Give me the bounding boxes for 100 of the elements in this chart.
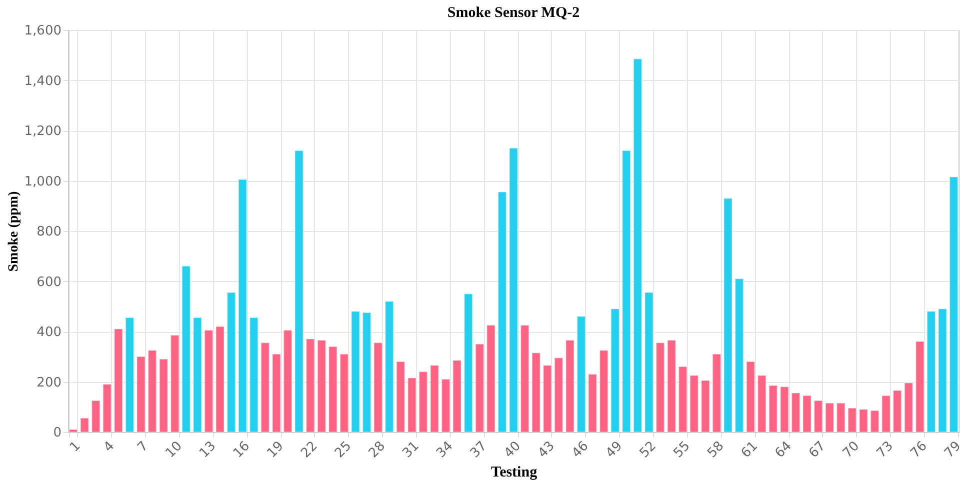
x-tick-label: 25 — [332, 438, 355, 462]
bar — [182, 266, 191, 432]
bar — [746, 361, 756, 432]
x-tick-label: 46 — [569, 438, 592, 462]
bar — [475, 344, 484, 432]
bar — [340, 354, 349, 432]
bar — [904, 382, 914, 432]
bar — [102, 384, 112, 432]
bar — [91, 400, 100, 432]
x-tick-label: 10 — [162, 438, 186, 462]
bar — [204, 330, 214, 432]
x-tick-label: 31 — [400, 438, 422, 462]
y-tick-label: 600 — [36, 274, 62, 290]
bar — [68, 428, 78, 432]
bar — [858, 408, 868, 432]
bar — [272, 354, 281, 432]
x-tick-label: 1 — [67, 438, 84, 456]
x-tick-label: 52 — [637, 438, 660, 462]
bar — [80, 418, 90, 432]
bar — [125, 317, 134, 432]
bar — [192, 317, 202, 432]
x-tick-label: 64 — [772, 438, 795, 462]
bar — [350, 310, 360, 432]
bar — [249, 317, 258, 432]
bar — [882, 395, 891, 432]
bar — [170, 334, 180, 432]
chart-title: Smoke Sensor MQ-2 — [447, 5, 580, 21]
bar — [565, 340, 574, 432]
bar — [678, 366, 688, 432]
y-tick-label: 1,000 — [24, 174, 62, 190]
bar — [441, 378, 450, 432]
bar — [306, 338, 315, 432]
bar — [407, 377, 416, 432]
bar — [520, 324, 530, 432]
bar — [532, 352, 541, 432]
x-tick-label: 70 — [840, 438, 863, 462]
bar — [588, 374, 598, 432]
x-tick-label: 67 — [806, 438, 829, 462]
x-tick-label: 49 — [603, 438, 626, 462]
bar — [452, 360, 462, 432]
bar — [148, 350, 157, 432]
bar — [374, 342, 383, 432]
bar — [622, 150, 631, 432]
bar — [328, 346, 338, 432]
bar — [576, 316, 586, 432]
x-tick-label: 55 — [670, 438, 694, 462]
x-tick-label: 7 — [134, 438, 152, 456]
x-tick-label: 13 — [196, 438, 220, 462]
bar — [260, 342, 270, 432]
bar — [396, 361, 406, 432]
y-tick-label: 1,400 — [24, 74, 62, 89]
x-tick-label: 43 — [535, 438, 558, 462]
bar — [938, 308, 947, 432]
bar — [644, 292, 654, 432]
x-tick-label: 73 — [874, 438, 896, 462]
x-tick-label: 40 — [502, 438, 524, 462]
bar — [814, 400, 823, 432]
bar — [610, 308, 620, 432]
bar — [509, 148, 518, 432]
bar — [542, 364, 552, 432]
x-tick-label: 16 — [230, 438, 253, 462]
x-tick-label: 4 — [101, 438, 118, 456]
y-tick-label: 800 — [36, 224, 62, 240]
y-tick-label: 0 — [53, 426, 62, 440]
bar — [723, 198, 732, 432]
bar — [690, 374, 699, 432]
bar — [915, 341, 924, 432]
x-tick-label: 22 — [298, 438, 321, 462]
bar — [317, 340, 326, 432]
bar — [802, 395, 812, 432]
bar — [700, 380, 710, 432]
bar — [464, 293, 473, 432]
bar — [283, 330, 292, 432]
y-tick-label: 200 — [36, 375, 62, 390]
y-tick-label: 1,600 — [24, 24, 62, 38]
bar — [836, 402, 846, 432]
bar — [734, 278, 744, 432]
bar — [712, 354, 722, 432]
x-tick-label: 19 — [264, 438, 287, 462]
bar — [498, 192, 507, 432]
bar — [757, 374, 766, 432]
bar — [294, 150, 304, 432]
bar — [667, 340, 676, 432]
bar — [949, 176, 958, 432]
x-tick-label: 37 — [468, 438, 490, 462]
bar — [599, 350, 608, 432]
y-tick-label: 1,200 — [24, 124, 62, 139]
x-tick-label: 58 — [704, 438, 728, 462]
bar — [791, 392, 800, 432]
bar — [384, 300, 394, 432]
bar — [136, 356, 146, 432]
x-tick-label: 61 — [738, 438, 761, 462]
bar — [159, 358, 168, 432]
bar — [926, 310, 936, 432]
bar — [216, 326, 224, 432]
y-axis-title: Smoke (ppm) — [6, 190, 22, 272]
bar — [362, 312, 372, 432]
x-tick-label: 34 — [434, 438, 456, 462]
bar — [825, 402, 834, 432]
bar — [633, 58, 642, 432]
